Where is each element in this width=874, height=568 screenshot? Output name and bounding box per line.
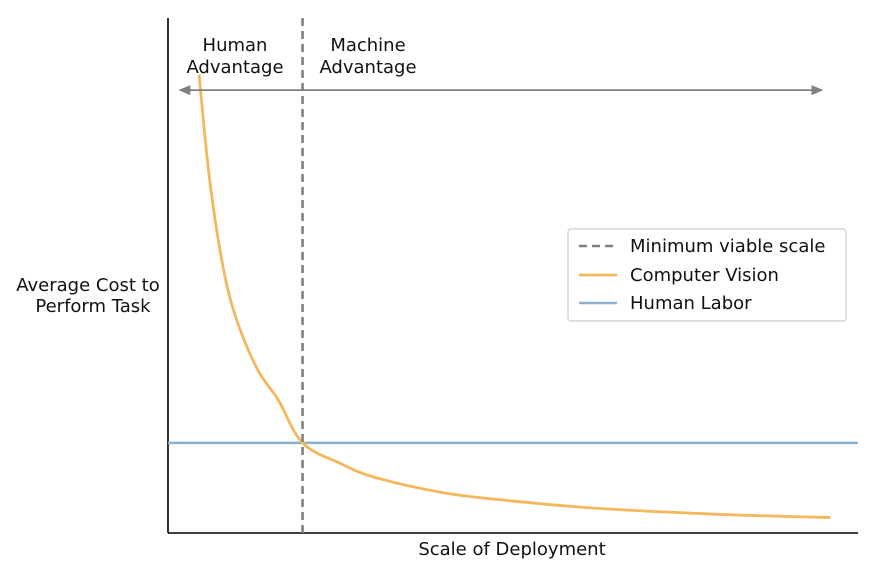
computer-vision-curve	[197, 74, 831, 519]
human-advantage-line2: Advantage	[186, 57, 283, 78]
machine-advantage-line2: Advantage	[319, 57, 416, 78]
legend: Minimum viable scale Computer Vision Hum…	[567, 228, 847, 322]
advantage-arrow	[178, 85, 824, 96]
legend-box	[567, 228, 847, 322]
y-axis-label-line2: Perform Task	[35, 296, 151, 317]
machine-advantage-line1: Machine	[330, 35, 405, 56]
legend-label-human-labor: Human Labor	[630, 293, 752, 314]
x-axis-label: Scale of Deployment	[418, 539, 605, 560]
human-advantage-line1: Human	[203, 35, 268, 56]
legend-label-computer-vision: Computer Vision	[630, 265, 779, 286]
y-axis-label-line1: Average Cost to	[16, 275, 159, 296]
legend-label-minimum-viable-scale: Minimum viable scale	[630, 236, 825, 257]
